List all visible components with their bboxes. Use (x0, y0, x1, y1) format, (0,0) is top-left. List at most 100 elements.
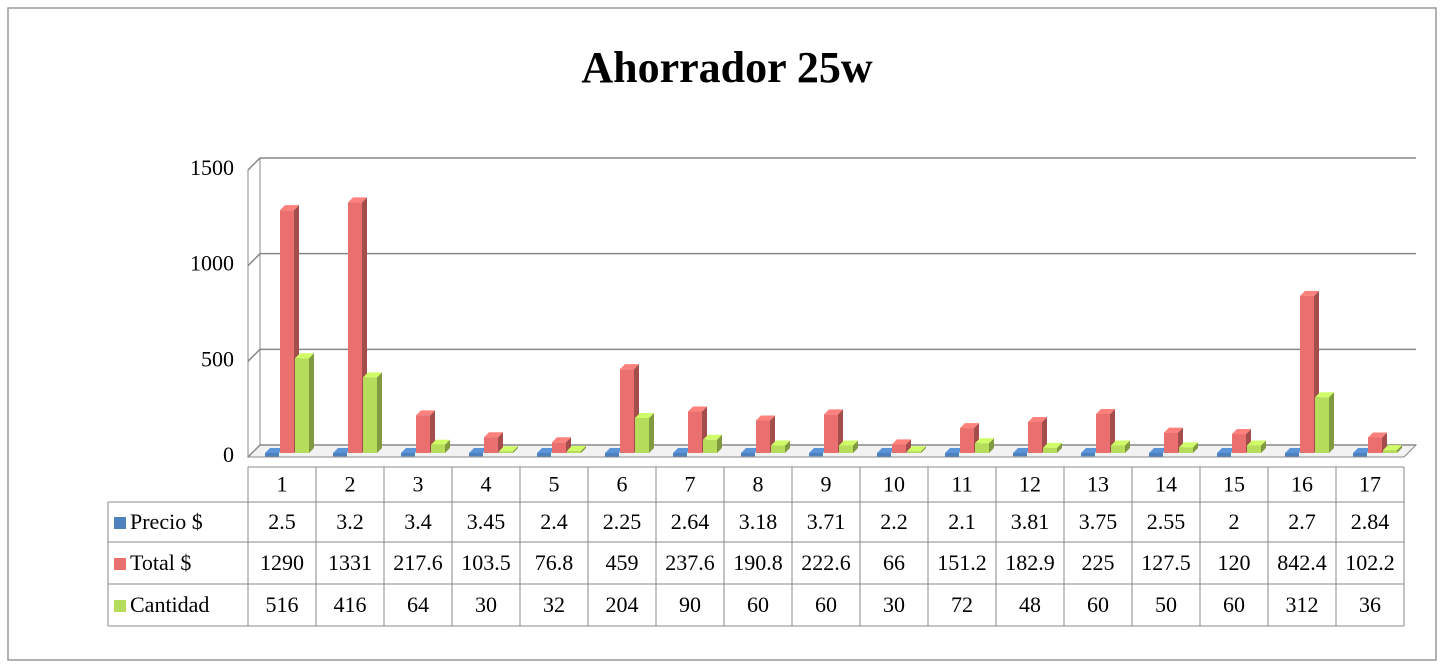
table-value: 2.7 (1288, 509, 1316, 534)
table-value: 182.9 (1005, 550, 1055, 575)
table-value: 3.81 (1011, 509, 1050, 534)
y-tick-label: 500 (201, 346, 234, 371)
bar-side (581, 445, 586, 453)
bar-side (921, 446, 926, 453)
x-tick-label: 8 (753, 472, 764, 497)
table-value: 66 (883, 550, 905, 575)
bar-top (771, 440, 790, 446)
grid-line (247, 444, 261, 458)
bar-top (1028, 417, 1047, 423)
chart-frame (7, 7, 1437, 661)
bar-top (1368, 432, 1387, 438)
bar-top (484, 432, 503, 438)
bar-top (756, 415, 775, 421)
bar (1247, 445, 1261, 453)
x-tick-label: 6 (617, 472, 628, 497)
x-tick-label: 11 (951, 472, 972, 497)
bar-side (1261, 440, 1266, 453)
bar (295, 358, 309, 453)
table-value: 222.6 (801, 550, 851, 575)
x-tick-label: 9 (821, 472, 832, 497)
bar-top (348, 197, 367, 203)
bar (363, 377, 377, 453)
table-value: 90 (679, 592, 701, 617)
table-value: 76.8 (535, 550, 574, 575)
bar (484, 437, 498, 453)
bar (469, 453, 483, 457)
bar-top (1247, 440, 1266, 446)
bar-top (1179, 442, 1198, 448)
table-value: 50 (1155, 592, 1177, 617)
table-value: 32 (543, 592, 565, 617)
table-value: 312 (1286, 592, 1319, 617)
bar (333, 453, 347, 457)
bar-side (513, 446, 518, 453)
x-tick-label: 5 (549, 472, 560, 497)
grid-line (247, 157, 261, 171)
bar-top (839, 440, 858, 446)
bar-top (1013, 448, 1032, 453)
bar-top (265, 448, 284, 453)
table-value: 459 (606, 550, 639, 575)
bar (1111, 445, 1125, 453)
x-tick-label: 12 (1019, 472, 1041, 497)
bar-top (605, 448, 624, 453)
bar (1179, 447, 1193, 453)
bar-top (877, 448, 896, 453)
bar-top (1096, 408, 1115, 414)
x-tick-label: 10 (883, 472, 905, 497)
table-value: 2.55 (1147, 509, 1186, 534)
bar-top (1232, 429, 1251, 435)
bar-top (960, 423, 979, 429)
bar-top (499, 446, 518, 452)
bar (673, 453, 687, 457)
bar (416, 415, 430, 453)
bar-top (537, 448, 556, 453)
table-value: 151.2 (937, 550, 987, 575)
table-value: 60 (1223, 592, 1245, 617)
bar-side (1057, 442, 1062, 453)
table-value: 60 (815, 592, 837, 617)
table-value: 190.8 (733, 550, 783, 575)
table-value: 1331 (328, 550, 372, 575)
bar-top (363, 372, 382, 378)
bar (265, 453, 279, 457)
bar (892, 444, 906, 453)
bar-top (1081, 448, 1100, 453)
bar-top (824, 409, 843, 415)
table-value: 217.6 (393, 550, 443, 575)
bar-top (688, 406, 707, 412)
y-tick-label: 1500 (190, 155, 234, 180)
table-value: 3.2 (336, 509, 364, 534)
bar (1013, 453, 1027, 457)
bar-top (945, 448, 964, 453)
bar-top (809, 448, 828, 453)
x-tick-label: 4 (481, 472, 492, 497)
bar-side (445, 439, 450, 453)
bar-top (416, 410, 435, 416)
x-tick-label: 15 (1223, 472, 1245, 497)
x-tick-label: 3 (413, 472, 424, 497)
bar-top (635, 412, 654, 418)
table-value: 120 (1218, 550, 1251, 575)
table-value: 1290 (260, 550, 304, 575)
bar (1300, 295, 1314, 453)
table-value: 30 (883, 592, 905, 617)
bar (1368, 437, 1382, 453)
bar (771, 445, 785, 453)
bar-top (401, 448, 420, 453)
bar (809, 453, 823, 457)
bar (1164, 432, 1178, 453)
bar (1043, 447, 1057, 453)
bar-side (1193, 442, 1198, 453)
table-value: 3.45 (467, 509, 506, 534)
table-value: 3.75 (1079, 509, 1118, 534)
bar-top (907, 446, 926, 452)
bar-top (892, 439, 911, 445)
bar-side (1329, 392, 1334, 453)
table-value: 64 (407, 592, 429, 617)
bar (1232, 434, 1246, 453)
bar-top (295, 353, 314, 359)
bar-top (431, 439, 450, 445)
